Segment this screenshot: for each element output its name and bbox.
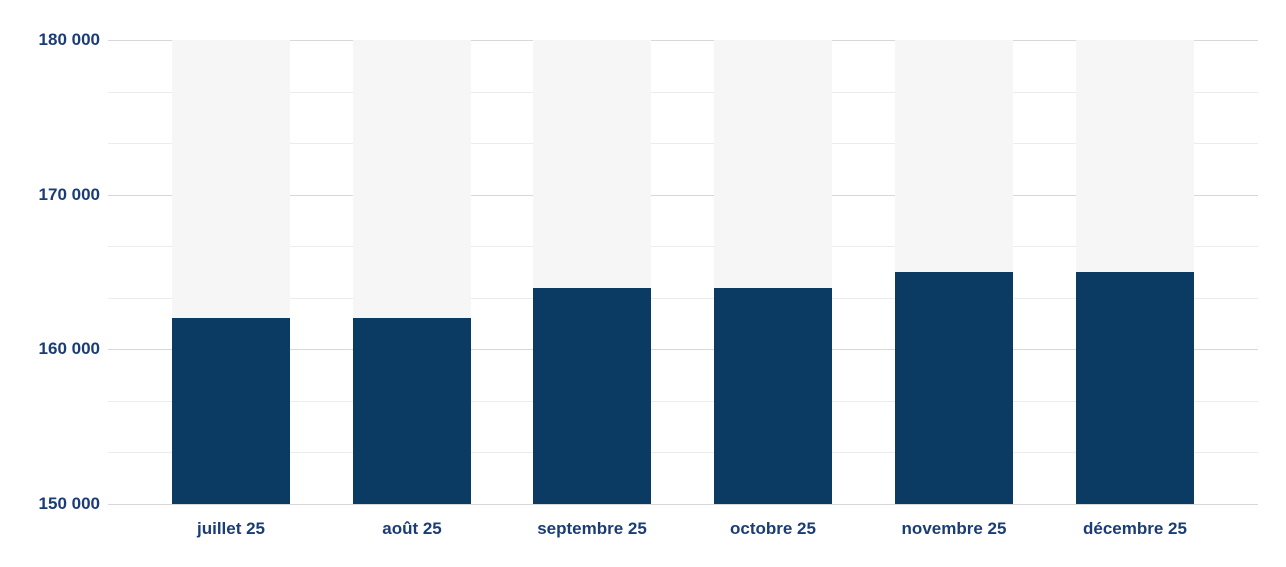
- major-gridline: [108, 349, 1258, 351]
- y-axis-tick-label: 150 000: [38, 494, 100, 513]
- x-axis-category-label: octobre 25: [730, 519, 816, 538]
- value-bar[interactable]: [1076, 272, 1194, 504]
- value-bar[interactable]: [714, 287, 832, 504]
- major-gridline: [108, 40, 1258, 41]
- value-bar[interactable]: [353, 318, 471, 504]
- x-axis-category-label: août 25: [382, 519, 442, 538]
- bar-column: [714, 40, 832, 504]
- bar-column: [172, 40, 290, 504]
- x-axis-category-label: septembre 25: [537, 519, 647, 538]
- minor-gridline: [108, 143, 1258, 145]
- major-gridline: [108, 504, 1258, 505]
- minor-gridline: [108, 91, 1258, 93]
- y-axis-tick-label: 180 000: [38, 30, 100, 49]
- minor-gridline: [108, 400, 1258, 402]
- major-gridline: [108, 194, 1258, 196]
- y-axis-tick-label: 170 000: [38, 185, 100, 204]
- y-axis-tick-label: 160 000: [38, 339, 100, 358]
- minor-gridline: [108, 246, 1258, 248]
- bar-column: [353, 40, 471, 504]
- minor-gridline: [108, 452, 1258, 454]
- value-bar[interactable]: [895, 272, 1013, 504]
- value-bar[interactable]: [533, 287, 651, 504]
- minor-gridline: [108, 297, 1258, 299]
- x-axis-category-label: juillet 25: [196, 519, 266, 538]
- x-axis-category-label: novembre 25: [901, 519, 1007, 538]
- bar-column: [1076, 40, 1194, 504]
- x-axis-category-label: décembre 25: [1083, 519, 1187, 538]
- bar-column: [533, 40, 651, 504]
- bar-column: [895, 40, 1013, 504]
- value-bar[interactable]: [172, 318, 290, 504]
